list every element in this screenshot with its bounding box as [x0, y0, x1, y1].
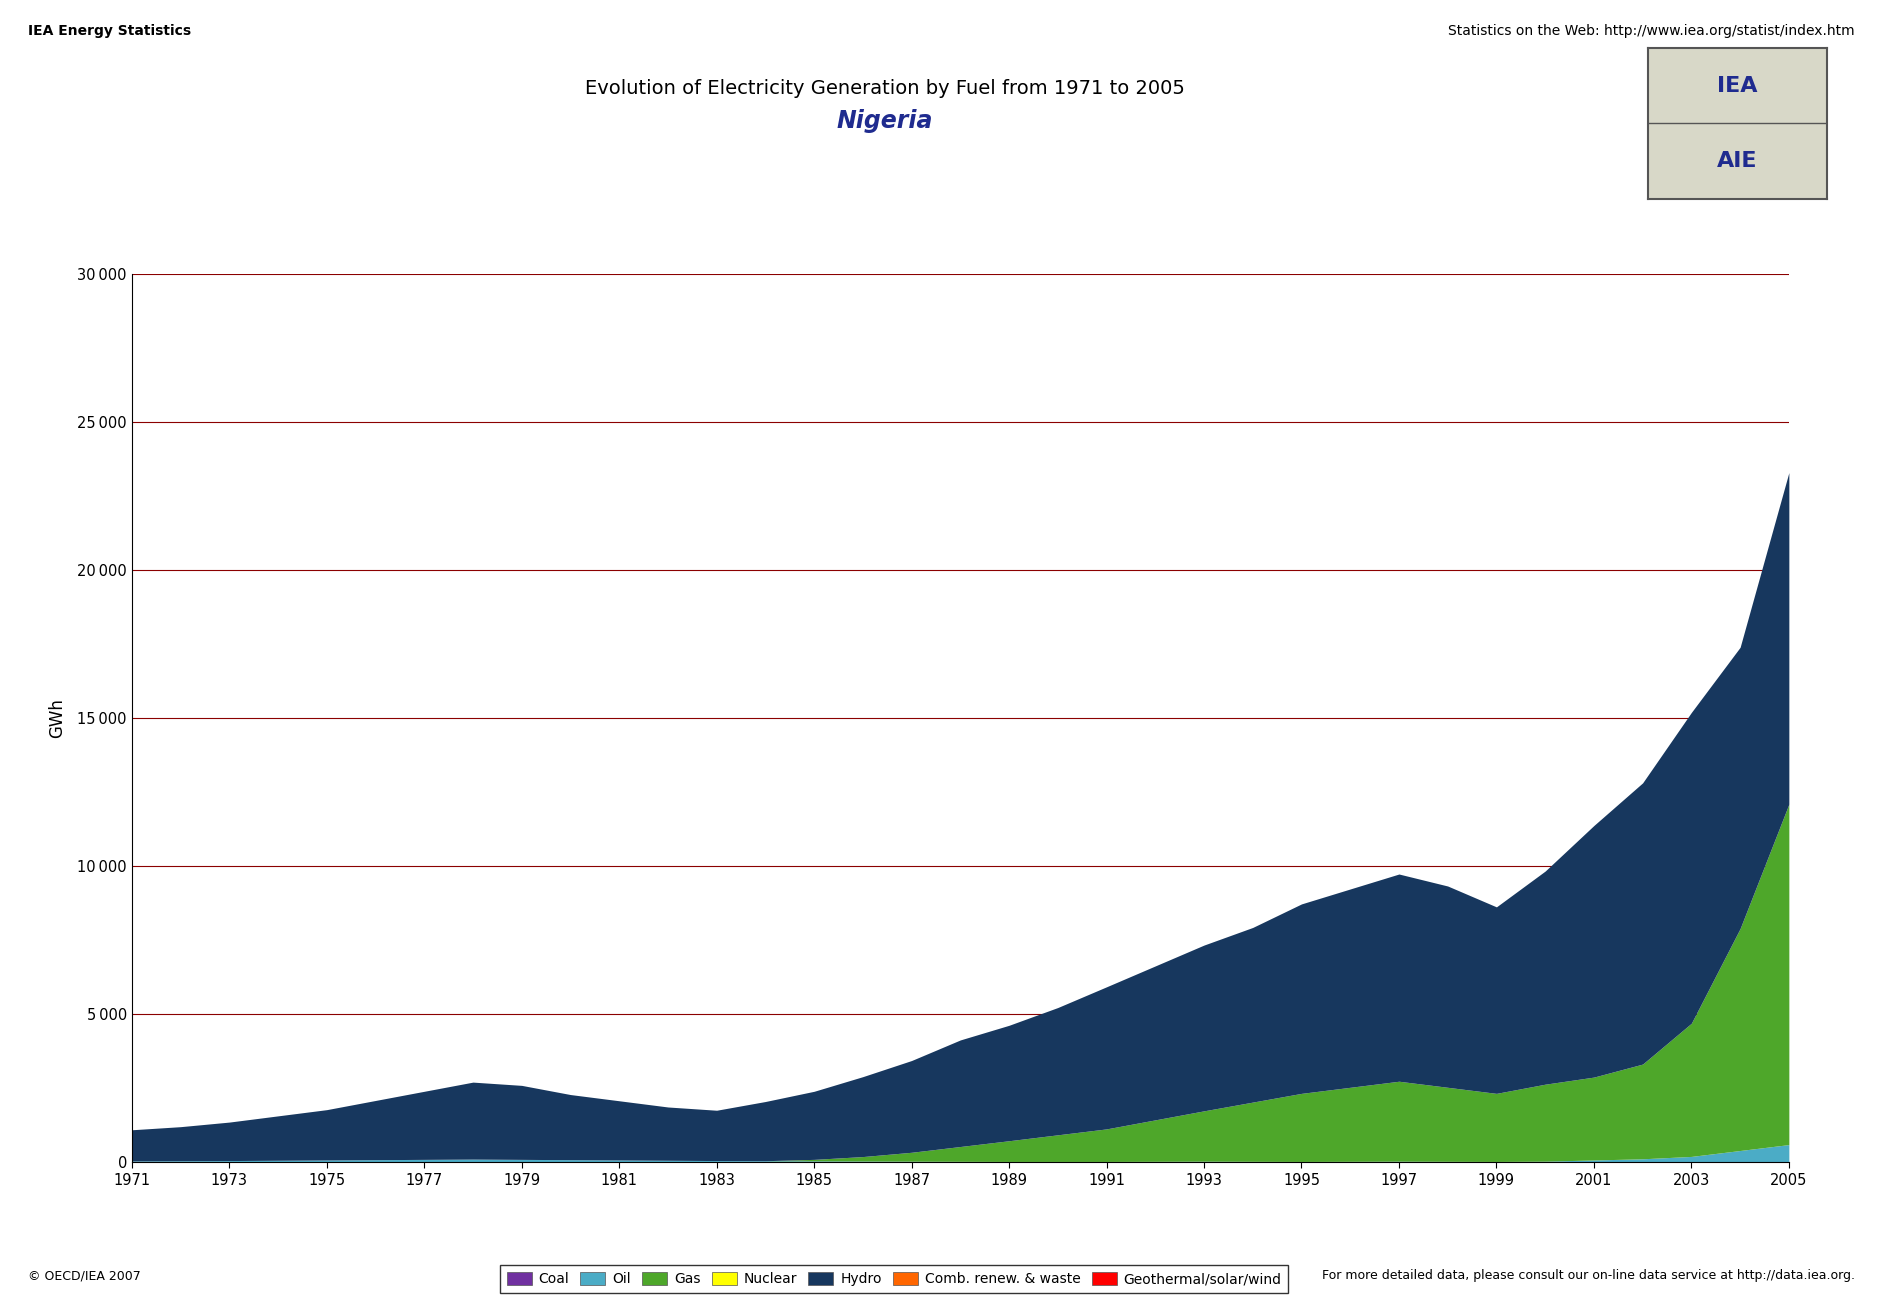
Text: AIE: AIE [1716, 151, 1756, 171]
Text: © OECD/IEA 2007: © OECD/IEA 2007 [28, 1269, 141, 1282]
Legend: Coal, Oil, Gas, Nuclear, Hydro, Comb. renew. & waste, Geothermal/solar/wind: Coal, Oil, Gas, Nuclear, Hydro, Comb. re… [499, 1266, 1287, 1293]
Text: IEA Energy Statistics: IEA Energy Statistics [28, 24, 192, 38]
Text: Nigeria: Nigeria [836, 110, 933, 133]
Text: IEA: IEA [1716, 76, 1756, 95]
Text: For more detailed data, please consult our on-line data service at http://data.i: For more detailed data, please consult o… [1321, 1269, 1854, 1282]
Text: Statistics on the Web: http://www.iea.org/statist/index.htm: Statistics on the Web: http://www.iea.or… [1447, 24, 1854, 38]
Text: Evolution of Electricity Generation by Fuel from 1971 to 2005: Evolution of Electricity Generation by F… [585, 78, 1184, 98]
Y-axis label: GWh: GWh [49, 699, 66, 738]
